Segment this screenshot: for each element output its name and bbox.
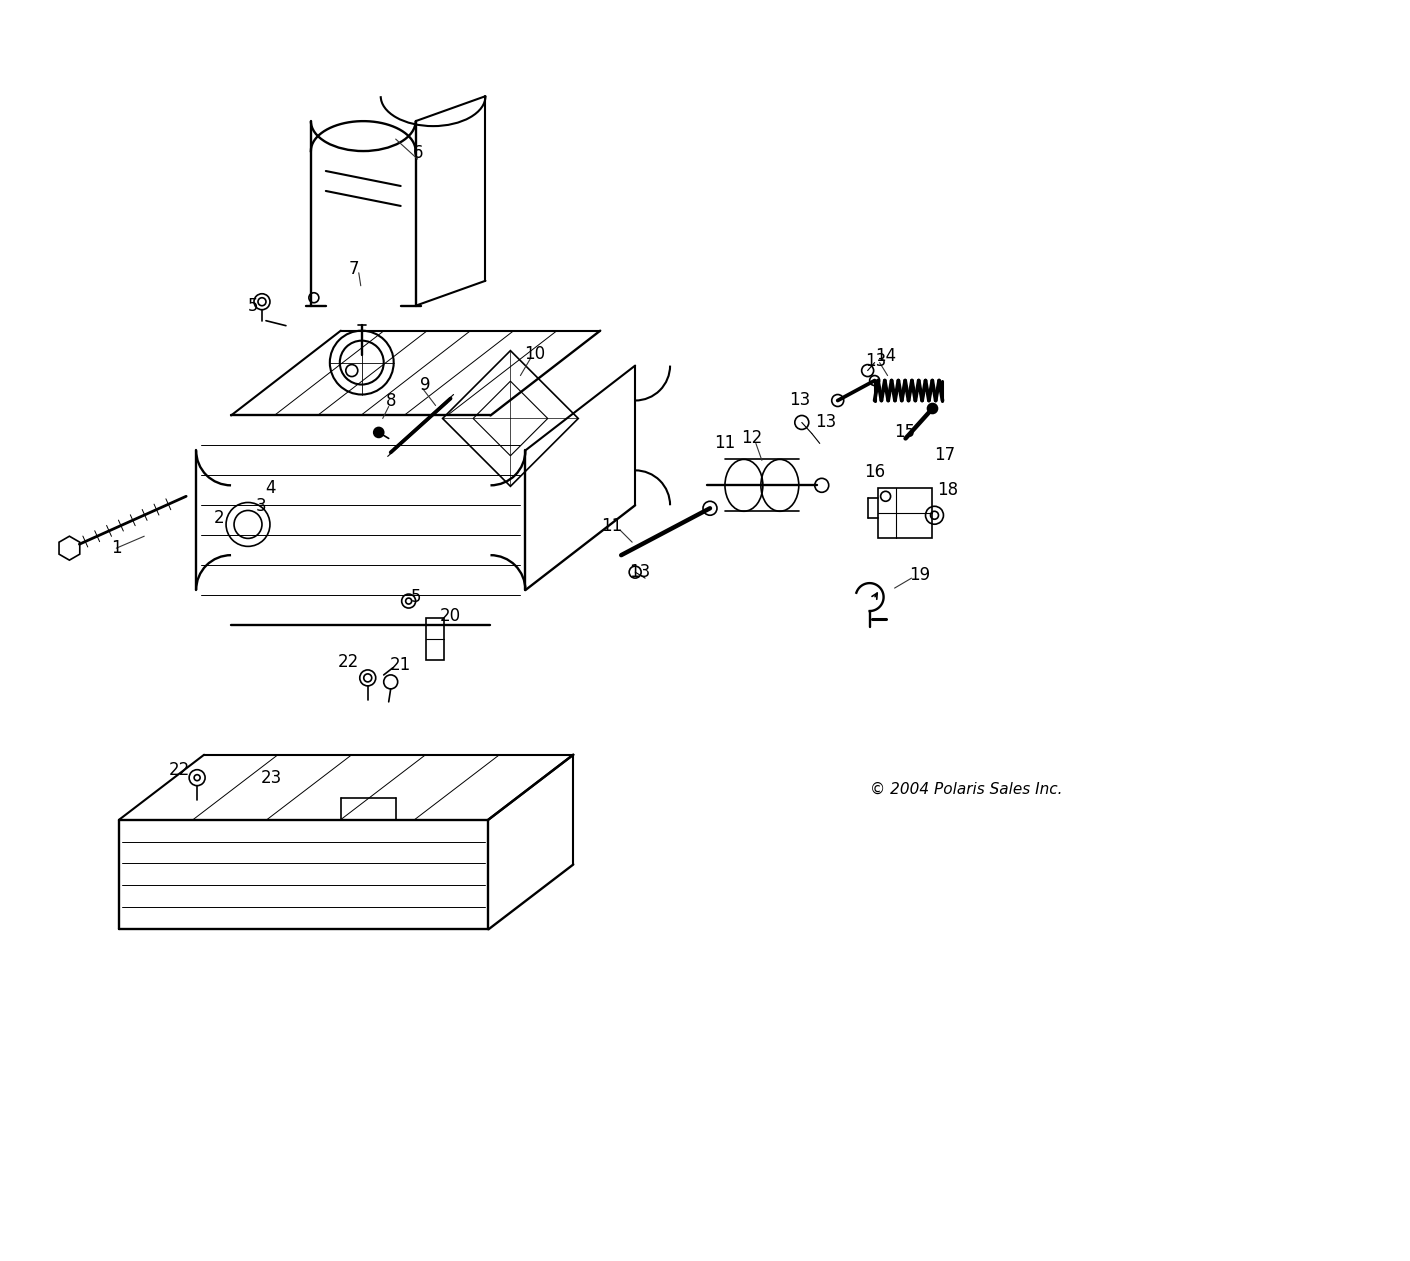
Text: 23: 23 xyxy=(261,769,282,787)
Text: 22: 22 xyxy=(338,653,360,671)
Text: 13: 13 xyxy=(790,391,811,409)
Text: 14: 14 xyxy=(876,347,897,364)
Text: 10: 10 xyxy=(523,344,544,363)
Text: 5: 5 xyxy=(410,588,422,607)
Text: 9: 9 xyxy=(420,376,431,393)
Text: 5: 5 xyxy=(248,296,258,315)
Bar xyxy=(426,618,444,660)
Text: 2: 2 xyxy=(214,509,224,527)
Circle shape xyxy=(374,427,384,438)
Text: 1: 1 xyxy=(111,540,121,557)
Text: 8: 8 xyxy=(385,391,396,410)
Text: 7: 7 xyxy=(348,260,360,277)
Text: 20: 20 xyxy=(440,607,461,625)
Text: 13: 13 xyxy=(815,414,836,431)
Text: © 2004 Polaris Sales Inc.: © 2004 Polaris Sales Inc. xyxy=(870,782,1062,797)
Text: 19: 19 xyxy=(909,566,931,584)
Text: 22: 22 xyxy=(169,760,190,779)
Text: 17: 17 xyxy=(933,446,955,464)
Polygon shape xyxy=(59,536,80,560)
Text: 13: 13 xyxy=(864,352,887,369)
Text: 16: 16 xyxy=(864,463,885,482)
Bar xyxy=(877,488,932,538)
Circle shape xyxy=(928,404,938,414)
Text: 13: 13 xyxy=(629,564,651,581)
Text: 4: 4 xyxy=(265,479,276,497)
Text: 11: 11 xyxy=(602,517,623,535)
Text: 21: 21 xyxy=(391,656,412,673)
Text: 11: 11 xyxy=(715,434,736,453)
Text: 15: 15 xyxy=(894,424,915,441)
Text: 18: 18 xyxy=(936,482,957,499)
Text: 3: 3 xyxy=(255,497,266,516)
Text: 12: 12 xyxy=(742,430,763,448)
Text: 6: 6 xyxy=(412,144,423,163)
